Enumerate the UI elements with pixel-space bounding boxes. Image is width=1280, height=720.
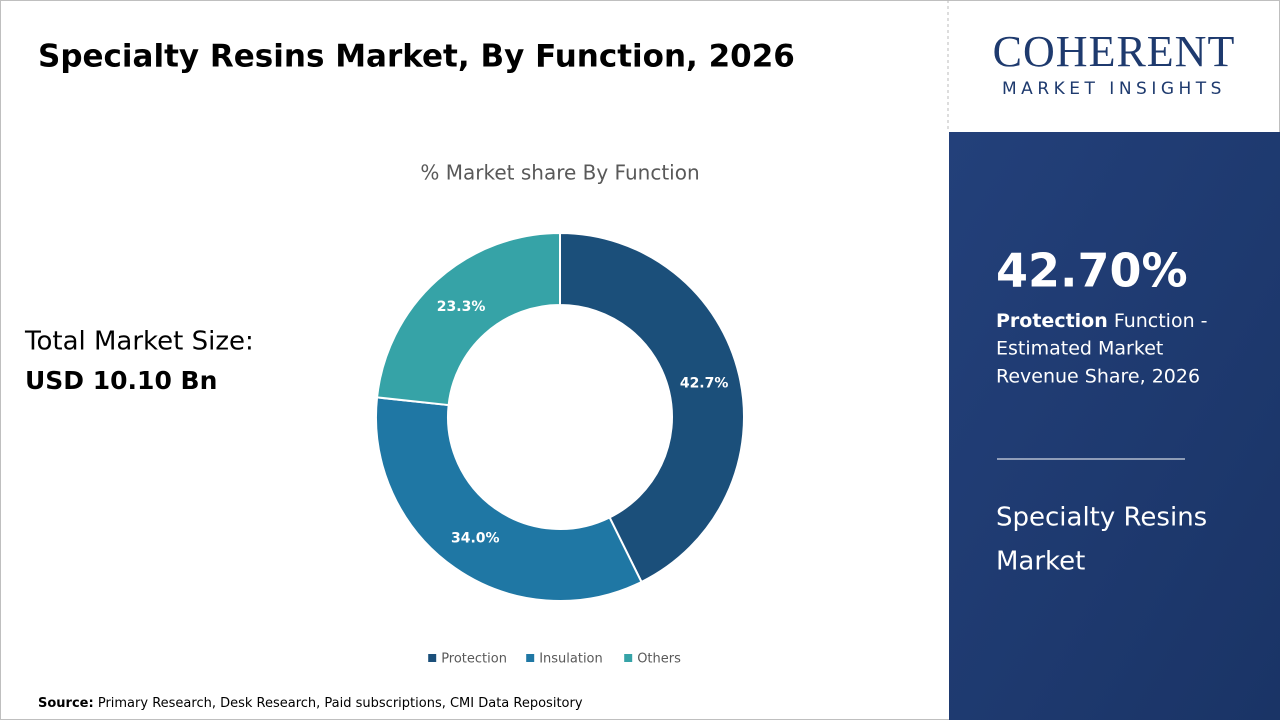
page-title: Specialty Resins Market, By Function, 20… (38, 39, 795, 75)
legend-label: Protection (441, 652, 507, 667)
data-label: 42.7% (680, 375, 729, 391)
donut-slice (375, 396, 643, 602)
donut-slice (559, 231, 745, 584)
panel-bold: Protection (996, 310, 1108, 332)
legend-label: Insulation (539, 652, 603, 667)
source: Source: Primary Research, Desk Research,… (38, 696, 583, 711)
total-value: USD 10.10 Bn (25, 366, 217, 395)
logo-name: COHERENT (993, 27, 1236, 76)
source-text: Primary Research, Desk Research, Paid su… (98, 696, 583, 711)
legend-swatch (526, 654, 535, 662)
panel-market: Specialty Resins (996, 503, 1207, 533)
panel-stat: 42.70% (996, 244, 1188, 298)
panel-desc: Protection Function - (996, 310, 1208, 332)
legend-label: Others (637, 652, 681, 667)
legend-swatch (624, 654, 633, 662)
data-label: 34.0% (451, 530, 500, 546)
legend-swatch (428, 654, 437, 662)
panel-market: Market (996, 547, 1085, 577)
data-label: 23.3% (437, 299, 486, 315)
donut-slice (375, 231, 561, 407)
source-label: Source: (38, 696, 94, 711)
panel-line: Function - (1114, 310, 1208, 332)
total-label: Total Market Size: (24, 327, 254, 357)
panel-line: Estimated Market (996, 338, 1163, 360)
chart-title: % Market share By Function (420, 161, 699, 185)
panel-line: Revenue Share, 2026 (996, 366, 1200, 388)
side-panel (949, 132, 1280, 720)
logo-tagline: MARKET INSIGHTS (1002, 79, 1226, 99)
